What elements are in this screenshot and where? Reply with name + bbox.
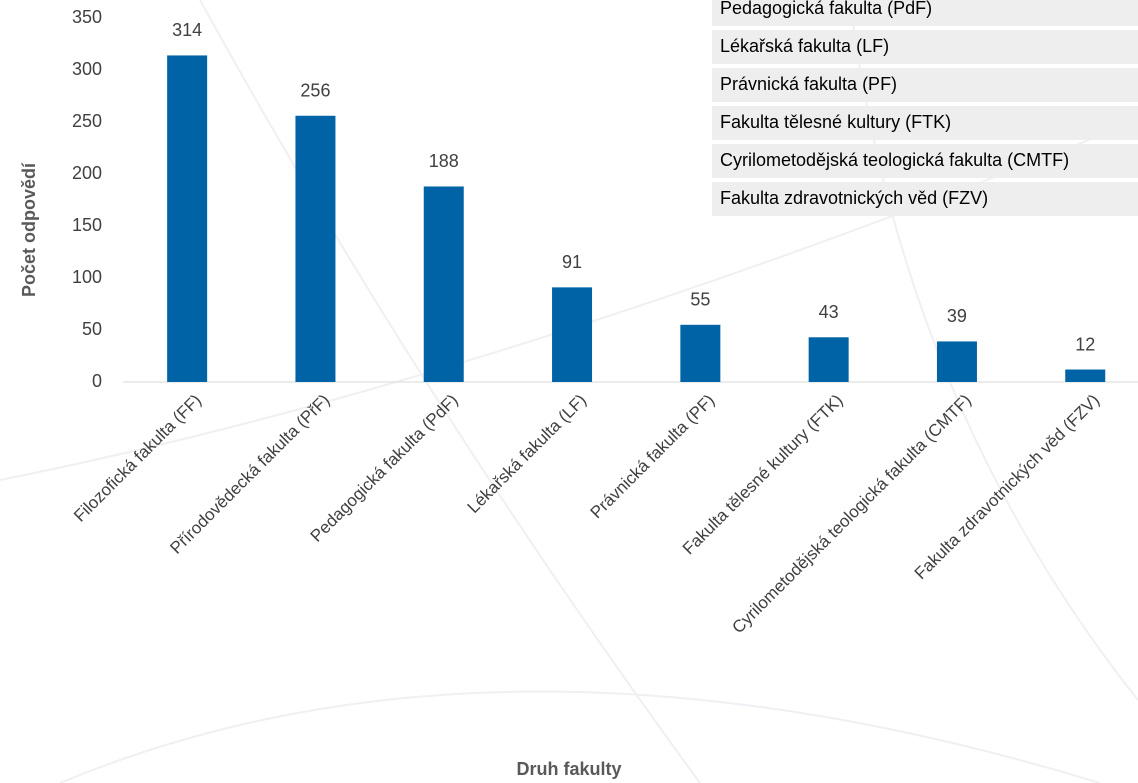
- list-row: [712, 68, 1138, 102]
- y-tick-label: 350: [72, 7, 102, 27]
- y-axis-title: Počet odpovědí: [19, 162, 39, 297]
- bar: [1065, 369, 1106, 382]
- x-tick-label: Právnická fakulta (PF): [587, 391, 719, 523]
- list-row: [712, 182, 1138, 216]
- bar: [680, 324, 721, 382]
- y-tick-label: 0: [92, 371, 102, 391]
- data-label: 256: [300, 81, 330, 101]
- y-tick-label: 100: [72, 267, 102, 287]
- bar: [808, 337, 849, 382]
- data-label: 91: [562, 252, 582, 272]
- list-item: Fakulta tělesné kultury (FTK): [720, 112, 951, 132]
- bar: [552, 287, 593, 382]
- bar: [936, 341, 977, 382]
- y-tick-label: 250: [72, 111, 102, 131]
- x-tick-label: Pedagogická fakulta (PdF): [307, 391, 462, 546]
- data-label: 188: [429, 151, 459, 171]
- list-item: Fakulta zdravotnických věd (FZV): [720, 188, 988, 208]
- list-item: Lékařská fakulta (LF): [720, 36, 889, 56]
- list-item: Cyrilometodějská teologická fakulta (CMT…: [720, 150, 1069, 170]
- x-tick-label: Lékařská fakulta (LF): [464, 391, 590, 517]
- list-row: [712, 30, 1138, 64]
- bar: [167, 55, 208, 382]
- data-label: 43: [819, 302, 839, 322]
- data-label: 39: [947, 306, 967, 326]
- data-label: 55: [690, 290, 710, 310]
- y-tick-label: 300: [72, 59, 102, 79]
- legend: Pedagogická fakulta (PdF) Lékařská fakult…: [712, 0, 1138, 216]
- x-tick-label: Filozofická fakulta (FF): [70, 391, 205, 526]
- y-tick-label: 50: [82, 319, 102, 339]
- list-row: [712, 106, 1138, 140]
- bar: [423, 186, 464, 382]
- list-item: Pedagogická fakulta (PdF): [720, 0, 932, 18]
- list-row: [712, 0, 1138, 26]
- data-label: 12: [1075, 334, 1095, 354]
- data-label: 314: [172, 20, 202, 40]
- y-tick-label: 150: [72, 215, 102, 235]
- x-axis-title: Druh fakulty: [516, 759, 621, 779]
- y-tick-label: 200: [72, 163, 102, 183]
- list-item: Právnická fakulta (PF): [720, 74, 897, 94]
- x-tick-label: Cyrilometodějská teologická fakulta (CMT…: [728, 391, 975, 638]
- bar: [295, 115, 336, 382]
- list-row: [712, 144, 1138, 178]
